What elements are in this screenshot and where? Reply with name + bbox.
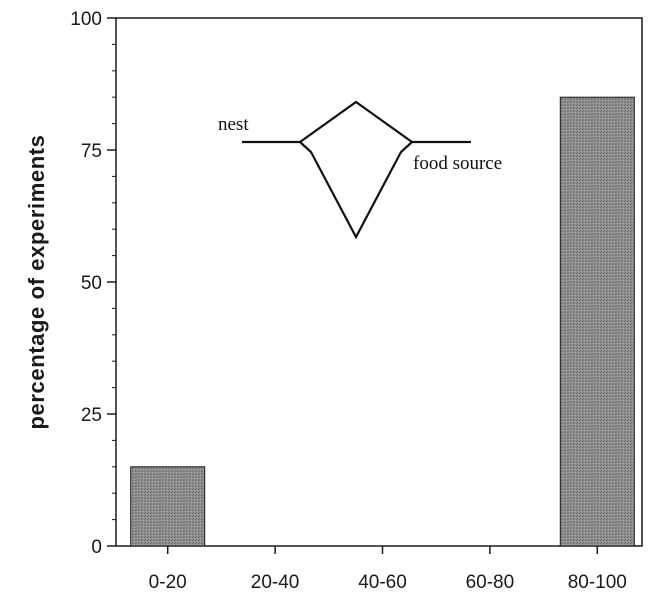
y-tick-label: 100 [70,9,102,30]
y-axis: 0 25 50 75 100 [70,9,116,558]
y-tick-label: 0 [91,537,102,558]
short-branch [299,100,413,143]
y-axis-title: percentage of experiments [24,135,49,430]
bar-0-20 [130,466,206,547]
x-axis: 0-20 20-40 40-60 60-80 80-100 [149,546,627,593]
y-tick-label: 50 [81,273,102,294]
y-tick-label: 25 [81,405,102,426]
x-tick-label: 80-100 [568,572,627,593]
long-branch [299,141,413,240]
x-tick-label: 40-60 [358,572,407,593]
bridge-diagram [242,100,471,240]
bar-80-100 [559,96,635,547]
x-tick-label: 60-80 [466,572,515,593]
x-tick-label: 20-40 [251,572,300,593]
food-source-label: food source [413,153,502,174]
y-tick-label: 75 [81,141,102,162]
nest-label: nest [218,114,249,135]
x-tick-label: 0-20 [149,572,187,593]
bars [130,96,635,547]
